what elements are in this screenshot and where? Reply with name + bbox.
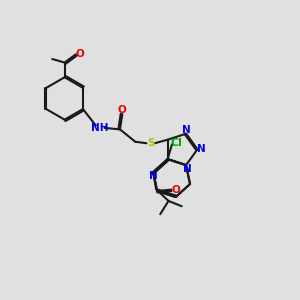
Text: NH: NH: [91, 123, 108, 133]
Text: O: O: [171, 184, 180, 195]
Text: O: O: [118, 105, 127, 115]
Text: O: O: [75, 49, 84, 59]
Text: S: S: [147, 138, 154, 148]
Text: N: N: [197, 144, 206, 154]
Text: N: N: [183, 164, 192, 174]
Text: Cl: Cl: [170, 138, 182, 148]
Text: N: N: [149, 171, 158, 181]
Text: N: N: [182, 124, 190, 135]
